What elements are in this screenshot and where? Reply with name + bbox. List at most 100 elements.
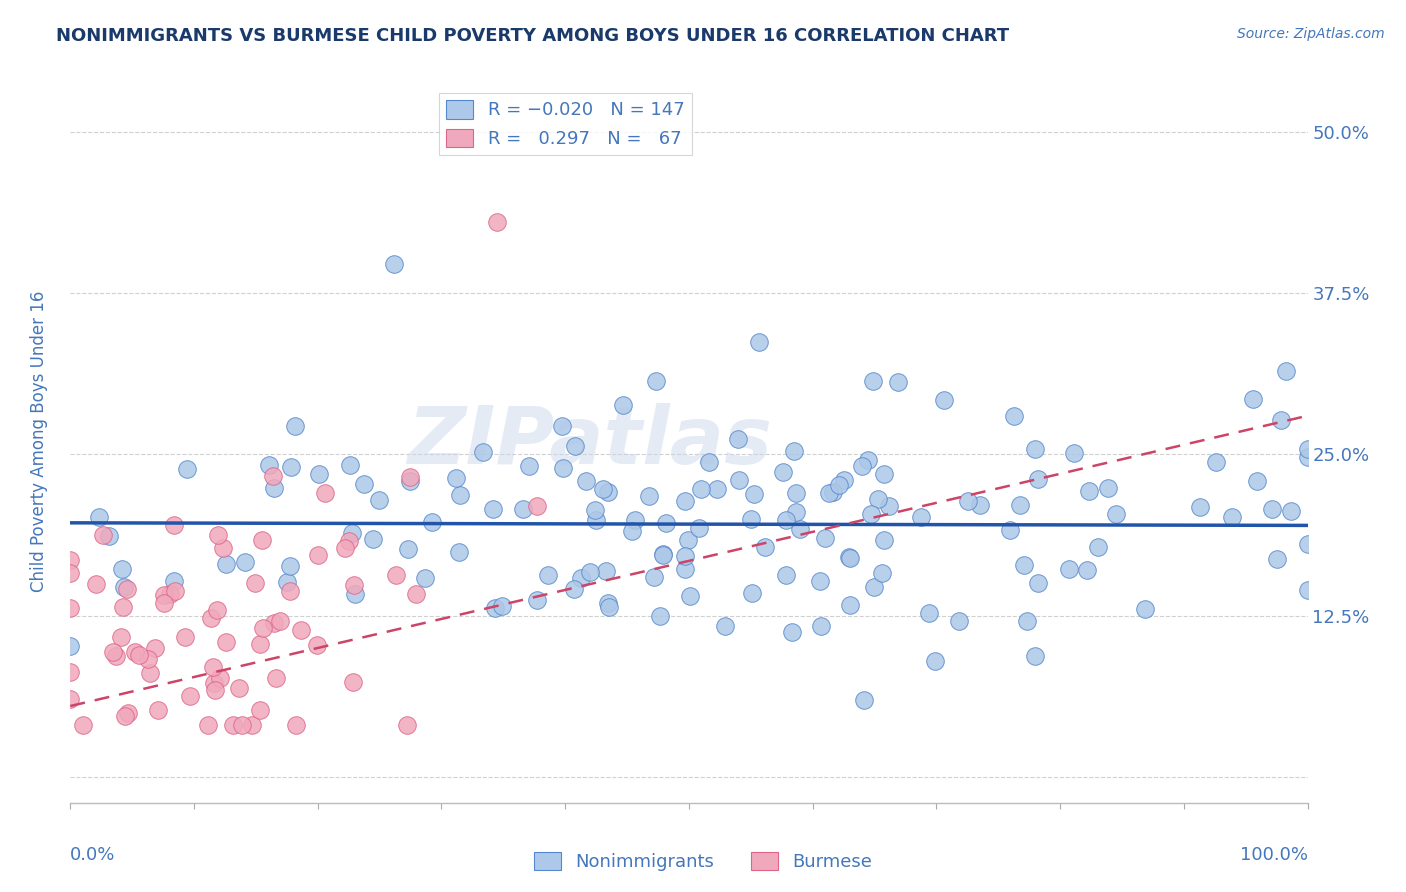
Point: [114, 709, 136, 723]
Point: [449, 488, 471, 502]
Point: [97, 529, 120, 543]
Point: [252, 621, 274, 635]
Point: [484, 600, 506, 615]
Point: [872, 566, 894, 580]
Point: [280, 460, 302, 475]
Point: [1063, 446, 1085, 460]
Point: [1076, 563, 1098, 577]
Point: [165, 583, 187, 598]
Point: [413, 571, 436, 585]
Point: [621, 524, 644, 539]
Point: [337, 534, 360, 549]
Point: [91, 528, 114, 542]
Point: [278, 583, 301, 598]
Point: [280, 559, 302, 574]
Point: [783, 444, 806, 458]
Point: [754, 540, 776, 554]
Point: [1078, 483, 1101, 498]
Point: [623, 513, 645, 527]
Point: [215, 557, 238, 571]
Point: [290, 623, 312, 637]
Point: [159, 587, 181, 601]
Point: [728, 473, 751, 487]
Point: [84, 576, 107, 591]
Point: [153, 588, 176, 602]
Point: [385, 567, 408, 582]
Point: [163, 517, 186, 532]
Point: [250, 533, 273, 547]
Point: [1220, 510, 1243, 524]
Point: [744, 487, 766, 501]
Point: [526, 499, 548, 513]
Point: [598, 484, 620, 499]
Point: [305, 638, 328, 652]
Point: [111, 600, 134, 615]
Point: [197, 718, 219, 732]
Point: [595, 565, 617, 579]
Point: [596, 596, 619, 610]
Point: [832, 474, 855, 488]
Point: [146, 703, 169, 717]
Point: [491, 599, 513, 613]
Point: [269, 614, 291, 628]
Point: [138, 666, 160, 681]
Point: [1296, 450, 1319, 465]
Point: [228, 681, 250, 696]
Point: [706, 482, 728, 496]
Point: [1026, 575, 1049, 590]
Point: [851, 459, 873, 474]
Point: [1014, 558, 1036, 572]
Point: [838, 549, 860, 564]
Point: [676, 533, 699, 548]
Point: [785, 505, 807, 519]
Point: [592, 482, 614, 496]
Point: [673, 493, 696, 508]
Point: [673, 549, 696, 563]
Point: [1296, 582, 1319, 597]
Point: [249, 703, 271, 717]
Point: [579, 566, 602, 580]
Point: [785, 486, 807, 500]
Point: [215, 635, 238, 649]
Point: [263, 481, 285, 495]
Point: [339, 458, 361, 473]
Point: [1246, 474, 1268, 488]
Point: [471, 445, 494, 459]
Point: [110, 630, 132, 644]
Point: [637, 490, 659, 504]
Point: [1133, 602, 1156, 616]
Point: [1008, 499, 1031, 513]
Point: [1296, 537, 1319, 551]
Point: [112, 580, 135, 594]
Point: [517, 458, 540, 473]
Point: [367, 492, 389, 507]
Point: [748, 334, 770, 349]
Point: [124, 645, 146, 659]
Point: [697, 455, 720, 469]
Point: [612, 398, 634, 412]
Point: [1205, 455, 1227, 469]
Point: [998, 523, 1021, 537]
Point: [202, 675, 225, 690]
Point: [395, 718, 418, 732]
Point: [117, 706, 139, 721]
Point: [143, 641, 166, 656]
Point: [780, 625, 803, 640]
Point: [828, 478, 851, 492]
Point: [713, 618, 735, 632]
Point: [648, 609, 671, 624]
Point: [204, 682, 226, 697]
Point: [285, 718, 308, 732]
Point: [361, 533, 384, 547]
Point: [72, 718, 94, 732]
Point: [863, 581, 886, 595]
Point: [115, 582, 138, 596]
Point: [772, 465, 794, 479]
Point: [208, 672, 231, 686]
Point: [212, 541, 235, 555]
Point: [1265, 551, 1288, 566]
Point: [308, 548, 330, 562]
Point: [342, 674, 364, 689]
Point: [512, 501, 534, 516]
Point: [814, 531, 837, 545]
